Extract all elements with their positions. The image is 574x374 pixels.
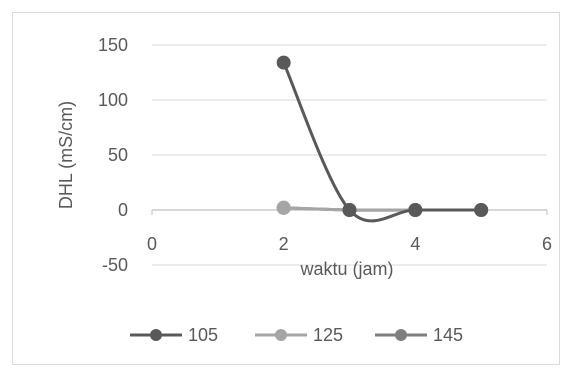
legend-marker-105 xyxy=(150,329,162,341)
y-tick-label: 150 xyxy=(98,35,128,55)
data-point-105 xyxy=(276,55,291,70)
x-tick-label: 2 xyxy=(279,234,289,254)
legend-label-125: 125 xyxy=(313,325,343,345)
x-axis-title: waktu (jam) xyxy=(299,259,393,279)
legend: 105 125 145 xyxy=(130,325,463,345)
y-tick-label: 0 xyxy=(118,200,128,220)
legend-marker-125 xyxy=(275,329,287,341)
x-tick-label: 0 xyxy=(147,234,157,254)
x-tick-label: 4 xyxy=(410,234,420,254)
data-point-105 xyxy=(342,203,357,217)
legend-label-145: 145 xyxy=(433,325,463,345)
gridlines xyxy=(152,44,547,266)
series-line-105 xyxy=(282,61,482,223)
tick-labels: 150 100 50 0 -50 0 2 4 6 xyxy=(98,35,552,275)
y-tick-label: 100 xyxy=(98,90,128,110)
series-layer xyxy=(276,55,489,223)
x-tick-label: 6 xyxy=(542,234,552,254)
data-point-105 xyxy=(474,203,489,217)
y-tick-label: -50 xyxy=(102,255,128,275)
legend-label-105: 105 xyxy=(188,325,218,345)
legend-marker-145 xyxy=(395,329,407,341)
data-point-105 xyxy=(408,203,423,217)
y-axis-title: DHL (mS/cm) xyxy=(56,101,76,209)
data-point-125 xyxy=(276,200,291,215)
y-tick-label: 50 xyxy=(108,145,128,165)
